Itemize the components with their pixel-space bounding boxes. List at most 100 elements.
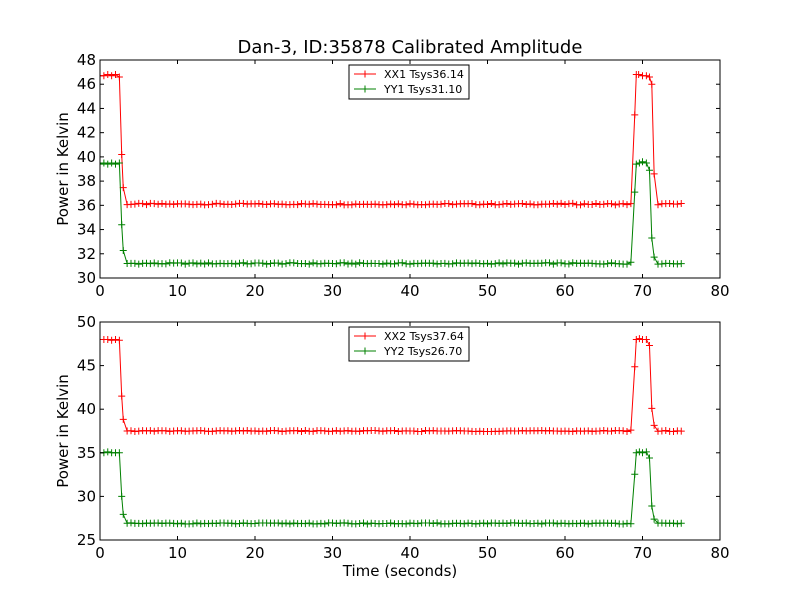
data-point [565,260,573,268]
data-point [627,520,635,528]
data-point [162,260,170,268]
data-point [332,427,340,435]
legend-marker [361,347,369,355]
data-point [162,427,170,435]
data-point [402,201,410,209]
data-point [321,520,329,528]
data-point [677,427,685,435]
data-point [251,427,259,435]
data-point [177,259,185,267]
data-point [654,201,662,209]
data-point [460,520,468,528]
data-point [119,184,127,192]
data-point [635,71,643,79]
y-tick-label: 45 [77,357,96,375]
data-point [484,520,491,528]
x-tick-label: 10 [168,282,187,300]
data-point [645,73,653,81]
data-point [608,200,615,208]
data-point [635,159,643,167]
data-point [650,170,658,178]
data-point [414,520,422,528]
data-point [387,200,395,208]
data-point [356,259,364,267]
legend-label: XX1 Tsys36.14 [384,68,464,81]
data-point [387,519,395,527]
data-point [208,427,216,435]
data-point [526,200,534,208]
data-point [632,335,640,343]
data-point [546,200,553,208]
data-point [391,260,398,268]
data-point [154,200,162,208]
data-point [627,200,635,208]
data-point [197,259,205,267]
data-point [449,201,457,209]
data-point [301,427,309,435]
data-point [263,201,271,209]
data-point [645,342,653,350]
y-tick-label: 32 [77,245,96,263]
data-point [146,427,154,435]
data-point [332,260,340,268]
data-point [429,259,437,267]
data-point [298,427,305,435]
x-tick-label: 60 [555,544,574,562]
data-point [549,519,557,527]
data-point [398,259,406,267]
data-point [309,427,317,435]
data-point [635,448,643,456]
data-point [301,259,309,267]
data-point [642,72,650,80]
data-point [534,519,542,527]
data-point [290,519,298,527]
series-xx2 [100,335,685,436]
data-point [274,259,282,267]
data-point [108,72,116,80]
data-point [418,427,426,435]
data-point [193,519,201,527]
legend-label: YY2 Tsys26.70 [383,345,462,358]
data-point [115,449,123,457]
x-tick-label: 80 [710,544,729,562]
data-point [631,111,639,119]
data-point [255,199,263,207]
data-point [631,188,639,196]
data-point [673,520,681,528]
data-point [216,200,224,208]
data-point [118,150,126,158]
data-point [352,260,360,268]
data-point [631,470,639,478]
data-point [648,502,656,510]
data-point [239,259,247,267]
legend-box [348,326,470,362]
legend-label: YY1 Tsys31.10 [383,83,462,96]
y-tick-label: 44 [77,99,96,117]
data-point [484,259,491,267]
data-point [648,404,656,412]
x-tick-label: 20 [245,544,264,562]
data-point [270,200,278,208]
data-point [650,515,658,523]
data-point [499,260,507,268]
data-point [150,427,158,435]
data-point [282,519,290,527]
data-point [118,492,126,500]
y-tick-label: 30 [77,487,96,505]
data-point [170,200,178,208]
data-point [645,454,653,462]
data-point [642,448,650,456]
data-point [538,520,546,528]
data-point [619,200,627,208]
data-point [131,200,139,208]
data-point [108,336,116,344]
data-point [534,201,542,209]
data-point [484,200,491,208]
data-point [305,200,313,208]
data-point [480,519,488,527]
data-point [588,201,596,209]
y-tick-label: 40 [77,148,96,166]
data-point [340,259,348,267]
data-point [522,259,530,267]
data-point [224,427,232,435]
